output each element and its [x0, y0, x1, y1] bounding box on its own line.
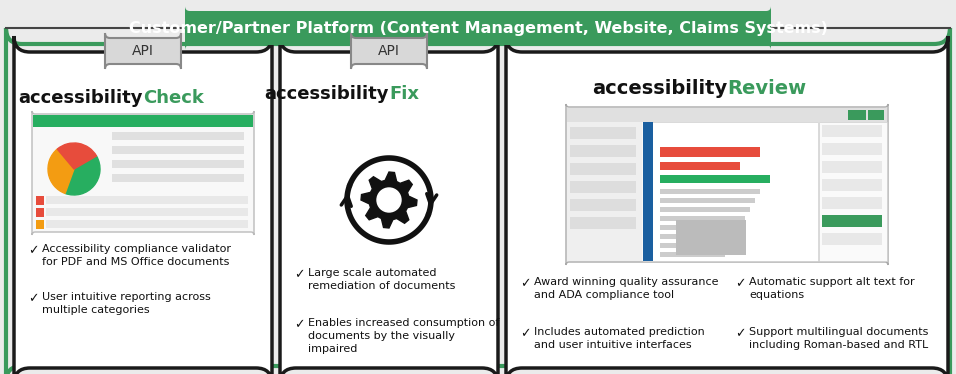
Bar: [822, 215, 882, 227]
Wedge shape: [65, 156, 100, 195]
Bar: [822, 215, 882, 227]
Text: Award winning quality assurance
and ADA compliance tool: Award winning quality assurance and ADA …: [534, 277, 719, 300]
Text: Accessibility compliance validator
for PDF and MS Office documents: Accessibility compliance validator for P…: [42, 244, 231, 267]
Text: API: API: [378, 44, 400, 58]
Bar: [822, 143, 882, 155]
Bar: [676, 220, 746, 255]
Text: API: API: [132, 44, 154, 58]
Bar: [643, 122, 653, 261]
Text: ✓: ✓: [294, 268, 305, 281]
Wedge shape: [48, 149, 74, 193]
Bar: [112, 174, 244, 182]
Bar: [822, 233, 882, 245]
Bar: [36, 220, 44, 229]
Bar: [822, 179, 882, 191]
Bar: [660, 243, 730, 248]
Text: ✓: ✓: [735, 327, 746, 340]
FancyBboxPatch shape: [351, 33, 427, 69]
Bar: [570, 127, 636, 139]
Bar: [868, 110, 884, 120]
Text: Large scale automated
remediation of documents: Large scale automated remediation of doc…: [308, 268, 455, 291]
Bar: [660, 234, 735, 239]
FancyBboxPatch shape: [14, 36, 272, 374]
Bar: [112, 132, 244, 140]
Bar: [570, 163, 636, 175]
Bar: [46, 220, 248, 228]
Bar: [567, 108, 887, 122]
Text: Enables increased consumption of
documents by the visually
impaired: Enables increased consumption of documen…: [308, 318, 499, 355]
Bar: [660, 216, 745, 221]
FancyBboxPatch shape: [566, 104, 888, 265]
Wedge shape: [57, 143, 97, 169]
Bar: [660, 207, 750, 212]
Bar: [36, 196, 44, 205]
Text: Automatic support alt text for
equations: Automatic support alt text for equations: [749, 277, 915, 300]
Bar: [819, 122, 887, 261]
Bar: [660, 198, 755, 203]
Circle shape: [377, 188, 401, 212]
FancyBboxPatch shape: [105, 33, 181, 69]
Bar: [36, 208, 44, 217]
Text: ✓: ✓: [520, 327, 531, 340]
Polygon shape: [361, 172, 417, 228]
Bar: [822, 197, 882, 209]
Bar: [46, 208, 248, 216]
Bar: [660, 162, 740, 170]
Bar: [112, 160, 244, 168]
Bar: [570, 217, 636, 229]
Bar: [112, 146, 244, 154]
FancyBboxPatch shape: [185, 6, 771, 50]
Bar: [570, 145, 636, 157]
Text: accessibility: accessibility: [18, 89, 143, 107]
Text: ✓: ✓: [28, 292, 38, 305]
Text: User intuitive reporting across
multiple categories: User intuitive reporting across multiple…: [42, 292, 210, 315]
Bar: [822, 161, 882, 173]
Bar: [660, 252, 725, 257]
Text: ✓: ✓: [294, 318, 305, 331]
Bar: [570, 199, 636, 211]
Bar: [660, 189, 760, 194]
Text: ✓: ✓: [520, 277, 531, 290]
FancyBboxPatch shape: [6, 28, 950, 374]
Text: Fix: Fix: [389, 85, 419, 103]
Bar: [46, 196, 248, 204]
Text: Customer/Partner Platform (Content Management, Website, Claims Systems): Customer/Partner Platform (Content Manag…: [128, 21, 828, 36]
Bar: [848, 110, 866, 120]
Bar: [643, 122, 818, 261]
Bar: [660, 175, 770, 183]
Text: ✓: ✓: [28, 244, 38, 257]
Bar: [570, 181, 636, 193]
Bar: [660, 147, 760, 157]
Text: accessibility: accessibility: [265, 85, 389, 103]
Text: Support multilingual documents
including Roman-based and RTL: Support multilingual documents including…: [749, 327, 928, 350]
Bar: [660, 225, 740, 230]
Bar: [567, 122, 642, 261]
Bar: [33, 115, 253, 127]
Text: ✓: ✓: [735, 277, 746, 290]
FancyBboxPatch shape: [280, 36, 498, 374]
FancyBboxPatch shape: [32, 111, 254, 235]
Bar: [822, 125, 882, 137]
Text: Check: Check: [143, 89, 204, 107]
Text: accessibility: accessibility: [592, 79, 727, 98]
Text: Includes automated prediction
and user intuitive interfaces: Includes automated prediction and user i…: [534, 327, 705, 350]
FancyBboxPatch shape: [506, 36, 948, 374]
Text: Review: Review: [727, 79, 806, 98]
